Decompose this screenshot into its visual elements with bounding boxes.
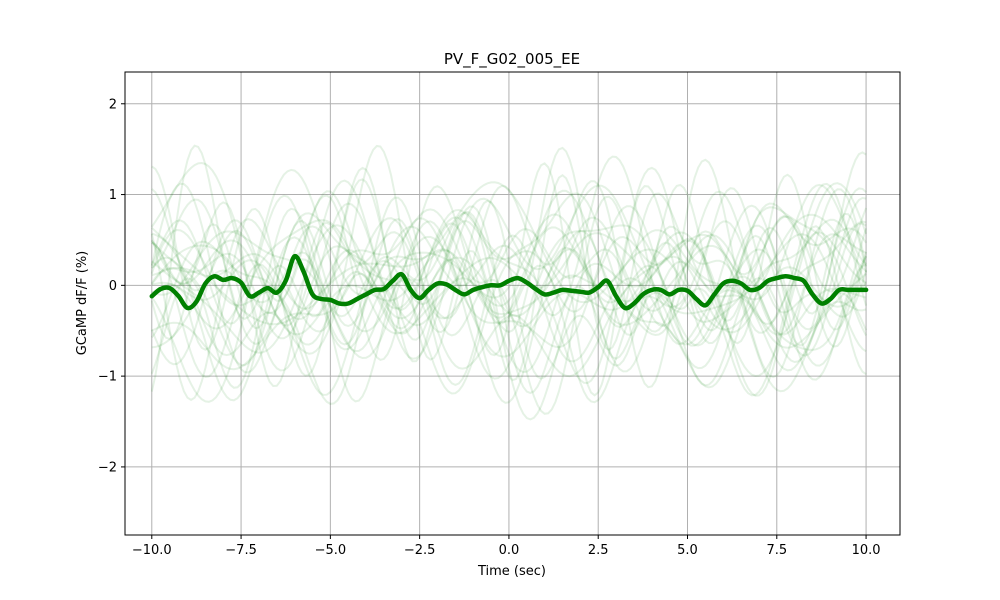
trial-trace bbox=[151, 146, 868, 388]
trial-trace bbox=[151, 190, 868, 367]
trial-trace bbox=[151, 217, 868, 393]
trial-trace bbox=[151, 165, 868, 377]
trial-trace bbox=[150, 144, 868, 392]
x-ticks: −10.0 −7.5 −5.0 −2.5 0.0 2.5 5.0 7.5 10.0 bbox=[132, 535, 881, 558]
trial-trace bbox=[150, 211, 867, 421]
trial-trace bbox=[151, 220, 867, 380]
trial-trace bbox=[150, 168, 868, 403]
trial-trace bbox=[151, 207, 868, 333]
trial-trace bbox=[151, 181, 867, 331]
trial-trace bbox=[150, 196, 867, 395]
trial-trace bbox=[151, 151, 867, 336]
trial-trace bbox=[150, 144, 867, 402]
trial-trace bbox=[150, 192, 868, 395]
mean-trace bbox=[149, 254, 869, 311]
axes-frame bbox=[124, 71, 901, 536]
y-tick-label: −2 bbox=[98, 460, 117, 475]
trial-trace bbox=[151, 212, 868, 347]
x-tick-label: 5.0 bbox=[677, 543, 698, 558]
trial-trace bbox=[150, 182, 868, 351]
trial-trace bbox=[151, 158, 867, 389]
x-tick-label: 2.5 bbox=[588, 543, 609, 558]
y-axis-label: GCaMP dF/F (%) bbox=[75, 251, 90, 356]
trial-trace bbox=[150, 189, 867, 336]
trial-trace bbox=[151, 206, 867, 370]
x-tick-label: −2.5 bbox=[404, 543, 436, 558]
y-tick-label: 0 bbox=[109, 279, 117, 294]
trial-trace bbox=[150, 166, 867, 385]
trial-trace bbox=[151, 220, 867, 404]
x-tick-label: −7.5 bbox=[225, 543, 257, 558]
x-tick-label: 10.0 bbox=[852, 543, 881, 558]
y-tick-label: 1 bbox=[109, 188, 117, 203]
mean-trace-group bbox=[149, 254, 869, 311]
trial-trace bbox=[150, 161, 867, 372]
y-tick-label: 2 bbox=[109, 97, 117, 112]
x-tick-label: 0.0 bbox=[499, 543, 520, 558]
x-axis-label: Time (sec) bbox=[477, 564, 546, 579]
trial-trace bbox=[150, 182, 867, 374]
x-tick-label: −10.0 bbox=[132, 543, 172, 558]
x-tick-label: 7.5 bbox=[766, 543, 787, 558]
trial-trace bbox=[151, 199, 867, 403]
trial-trace bbox=[151, 155, 867, 346]
x-tick-label: −5.0 bbox=[315, 543, 347, 558]
y-ticks: −2 −1 0 1 2 bbox=[98, 97, 125, 475]
chart-title: PV_F_G02_005_EE bbox=[444, 50, 580, 69]
y-tick-label: −1 bbox=[98, 370, 117, 385]
grid bbox=[125, 72, 900, 535]
